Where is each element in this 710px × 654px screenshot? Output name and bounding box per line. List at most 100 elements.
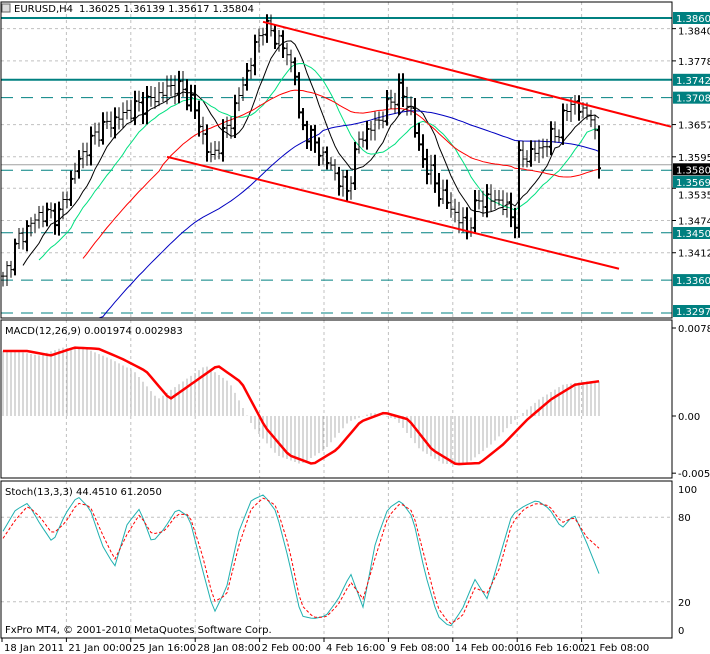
ohlc-bar [37, 206, 41, 229]
ohlc-bar [449, 192, 453, 218]
ohlc-bar [437, 173, 441, 207]
ohlc-bar [561, 103, 565, 145]
stoch-main-line [2, 494, 600, 627]
ohlc-bar [421, 134, 425, 168]
ohlc-bar [21, 227, 25, 250]
ohlc-bar [201, 116, 205, 145]
macd-tick-label: 0.00 [678, 412, 700, 423]
stoch-tick-label: 0 [678, 626, 684, 637]
x-label: 25 Jan 16:00 [133, 643, 196, 654]
ohlc-bar [257, 28, 261, 53]
ohlc-bar [537, 139, 541, 163]
ohlc-bar [329, 157, 333, 170]
ma-line-10 [22, 40, 600, 266]
ohlc-bar [169, 75, 173, 97]
ohlc-bar [501, 190, 505, 216]
ohlc-bar [285, 42, 289, 66]
ohlc-bar [33, 213, 37, 234]
ohlc-bar [577, 95, 581, 121]
price-tick-label: 1.34125 [678, 249, 710, 260]
ohlc-bar [73, 162, 77, 184]
ohlc-bar [125, 100, 129, 120]
ohlc-bar [137, 90, 141, 112]
ohlc-bar [413, 98, 417, 138]
ohlc-bar [269, 14, 273, 37]
ohlc-bar [221, 119, 225, 162]
stoch-tick-label: 100 [678, 485, 697, 496]
macd-panel [2, 346, 600, 466]
ohlc-bar [229, 116, 233, 139]
ohlc-bar [457, 201, 461, 234]
ohlc-bar [441, 179, 445, 204]
ohlc-bar [217, 141, 221, 160]
x-label: 21 Feb 08:00 [584, 643, 650, 654]
ohlc-bar [245, 62, 249, 91]
ohlc-bar [505, 192, 509, 218]
ohlc-bar [565, 103, 569, 122]
price-tick-label: 1.37785 [678, 57, 710, 68]
macd-tick-label: 0.00785 [678, 324, 710, 335]
ohlc-bar [489, 184, 493, 211]
stoch-tick-label: 20 [678, 598, 691, 609]
ohlc-bar [389, 89, 393, 109]
ohlc-bar [265, 14, 269, 43]
ohlc-bar [477, 190, 481, 210]
ohlc-bar [281, 30, 285, 58]
ohlc-bar [405, 86, 409, 116]
ohlc-bar [165, 75, 169, 105]
ohlc-bar [549, 121, 553, 156]
ohlc-bar [189, 84, 193, 112]
x-label: 28 Jan 08:00 [197, 643, 260, 654]
ohlc-bar [513, 207, 517, 239]
price-bars [1, 14, 601, 287]
ohlc-bar [465, 207, 469, 240]
x-label: 2 Feb 00:00 [262, 643, 321, 654]
ohlc-bar [397, 73, 401, 115]
ohlc-bar [309, 125, 313, 151]
ohlc-bar [433, 154, 437, 193]
ohlc-bar [161, 82, 165, 102]
horizontal-levels [1, 17, 672, 314]
ohlc-bar [237, 87, 241, 112]
stoch-tick-label: 80 [678, 513, 691, 524]
level-label-bg [673, 12, 710, 24]
price-tick-label: 1.35355 [678, 190, 710, 201]
ohlc-bar [573, 94, 577, 115]
ohlc-bar [233, 94, 237, 139]
panel-frame-1 [0, 319, 673, 479]
x-label: 4 Feb 16:00 [326, 643, 385, 654]
ohlc-bar [249, 57, 253, 79]
ohlc-bar [77, 150, 81, 179]
ohlc-bar [429, 154, 433, 185]
ohlc-bar [149, 86, 153, 107]
stoch-panel [2, 494, 600, 627]
ohlc-bar [409, 96, 413, 116]
ohlc-bar [381, 111, 385, 129]
level-label-bg [673, 274, 710, 287]
ohlc-bar [517, 140, 521, 238]
ohlc-bar [41, 205, 45, 228]
macd-signal-line [3, 346, 600, 466]
ohlc-bar [369, 120, 373, 141]
level-label: 1.32975 [676, 307, 710, 318]
symbol-icon [1, 3, 11, 13]
ohlc-bar [209, 142, 213, 163]
channel-line [166, 155, 620, 270]
ohlc-bar [157, 82, 161, 107]
level-label-bg [673, 175, 710, 188]
x-label: 9 Feb 08:00 [390, 643, 449, 654]
ohlc-bar [481, 190, 485, 217]
trend-channel[interactable] [166, 20, 672, 270]
ohlc-bar [141, 92, 145, 125]
ohlc-bar [153, 86, 157, 109]
ohlc-bar [453, 198, 457, 223]
ohlc-bar [57, 201, 61, 236]
channel-line [262, 20, 672, 128]
ohlc-bar [593, 114, 597, 140]
ohlc-bar [349, 176, 353, 200]
ohlc-bar [93, 122, 97, 145]
